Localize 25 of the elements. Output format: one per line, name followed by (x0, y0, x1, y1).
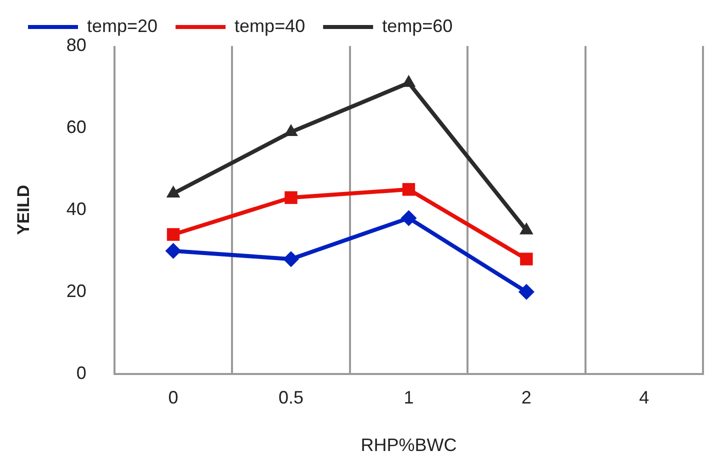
point (282, 251, 299, 268)
point (518, 284, 534, 300)
x-tick-label: 2 (521, 388, 532, 408)
point (165, 242, 182, 259)
x-axis-title: RHP%BWC (360, 435, 457, 456)
point (520, 252, 533, 266)
y-tick-label: 0 (76, 362, 86, 383)
y-tick-label: 60 (66, 116, 86, 137)
point (402, 183, 416, 196)
point (284, 191, 298, 204)
y-tick-label: 80 (66, 34, 86, 55)
point (400, 210, 417, 226)
legend-label: temp=20 (87, 16, 158, 36)
x-tick-label: 0 (168, 388, 178, 408)
y-axis-title: YEILD (14, 184, 33, 235)
y-tick-label: 20 (66, 280, 86, 301)
x-tick-label: 0.5 (278, 388, 304, 408)
x-tick-label: 1 (404, 388, 414, 408)
legend-label: temp=60 (382, 16, 453, 36)
point (166, 228, 180, 241)
x-tick-label: 4 (639, 388, 650, 408)
legend-label: temp=40 (234, 16, 306, 36)
y-tick-label: 40 (66, 198, 86, 219)
point (284, 124, 298, 136)
point (166, 186, 180, 198)
